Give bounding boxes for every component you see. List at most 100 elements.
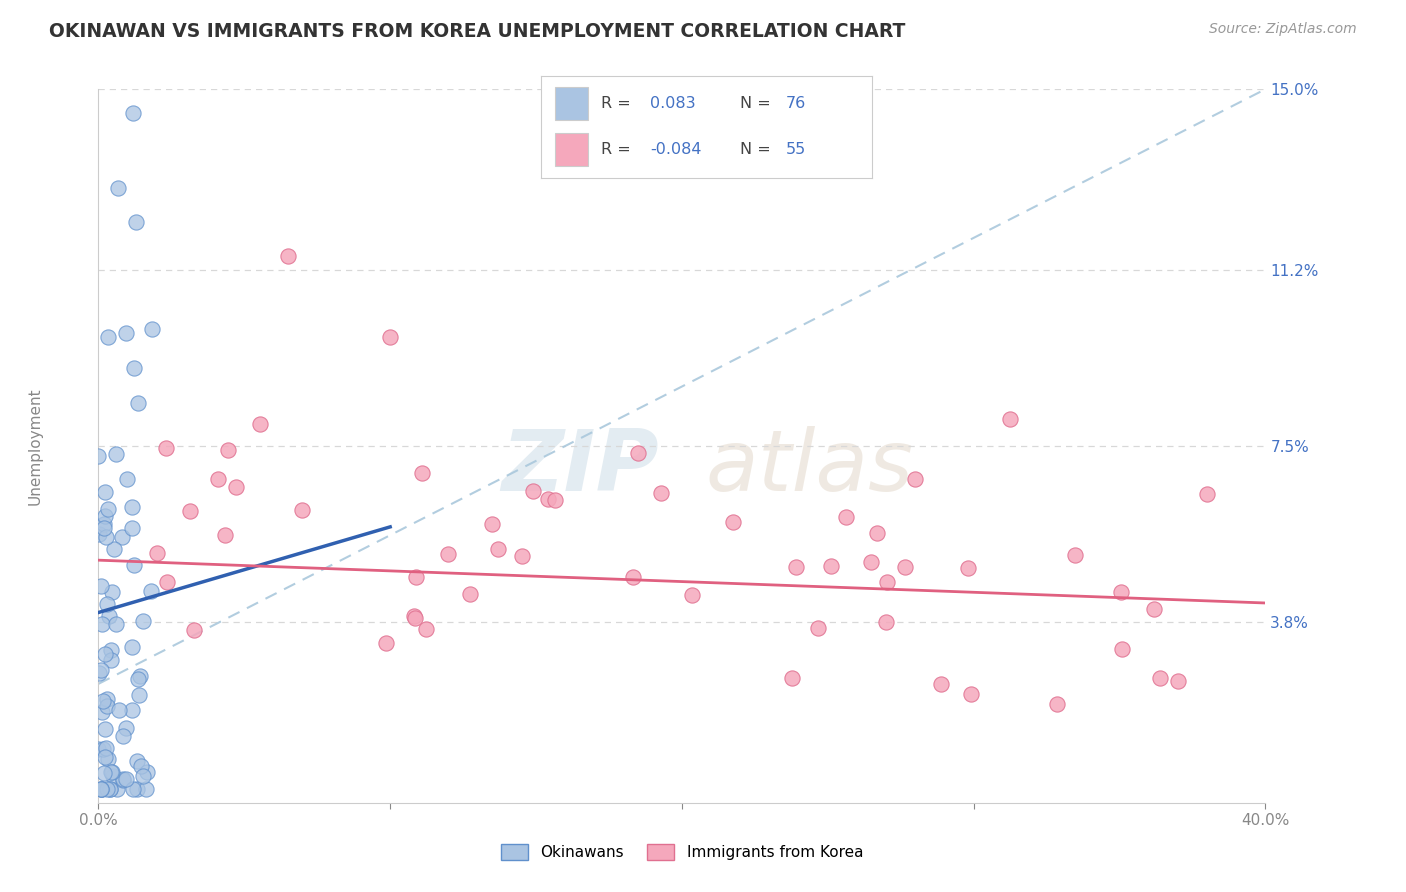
Point: [132, 614, 155, 628]
Point: [807, 621, 830, 635]
Point: [876, 575, 898, 590]
Text: N =: N =: [740, 142, 776, 157]
Point: [875, 615, 897, 629]
Text: R =: R =: [600, 96, 636, 111]
Point: [249, 417, 271, 431]
Point: [96, 698, 118, 713]
Point: [91, 616, 114, 631]
Point: [179, 504, 201, 518]
Point: [98, 781, 121, 796]
Point: [128, 688, 150, 702]
Text: N =: N =: [740, 96, 776, 111]
Point: [94, 647, 117, 661]
Point: [380, 329, 402, 343]
Point: [217, 443, 239, 458]
Point: [89, 665, 111, 680]
Point: [90, 781, 112, 796]
Point: [115, 772, 138, 786]
Point: [96, 781, 118, 796]
Point: [100, 764, 122, 779]
Point: [481, 517, 503, 532]
Point: [291, 503, 314, 517]
Point: [121, 781, 143, 796]
Point: [115, 326, 138, 340]
Point: [96, 597, 118, 611]
Point: [960, 687, 983, 701]
Point: [411, 466, 433, 480]
Point: [112, 772, 135, 786]
Point: [97, 330, 120, 344]
Point: [121, 640, 143, 654]
Point: [207, 472, 229, 486]
Point: [93, 693, 115, 707]
Point: [785, 559, 807, 574]
Point: [1000, 412, 1022, 426]
Point: [436, 547, 458, 561]
Point: [904, 472, 927, 486]
Point: [129, 759, 152, 773]
Point: [1109, 584, 1132, 599]
Point: [404, 610, 426, 624]
Point: [627, 446, 650, 460]
Point: [146, 546, 169, 560]
Text: 0.083: 0.083: [651, 96, 696, 111]
Point: [155, 441, 177, 455]
Point: [132, 769, 155, 783]
Point: [121, 521, 143, 535]
Point: [96, 692, 118, 706]
Point: [415, 623, 437, 637]
Point: [956, 560, 979, 574]
Point: [139, 584, 162, 599]
Point: [121, 703, 143, 717]
Point: [522, 483, 544, 498]
Point: [214, 528, 236, 542]
Point: [125, 781, 148, 796]
Legend: Okinawans, Immigrants from Korea: Okinawans, Immigrants from Korea: [495, 838, 869, 866]
Point: [127, 672, 149, 686]
Point: [125, 215, 148, 229]
Point: [141, 322, 163, 336]
Point: [93, 765, 115, 780]
Point: [780, 671, 803, 685]
Point: [97, 502, 120, 516]
Point: [111, 772, 134, 787]
Point: [101, 769, 124, 783]
Point: [374, 636, 396, 650]
Point: [94, 509, 117, 524]
Point: [1111, 641, 1133, 656]
Point: [135, 764, 157, 779]
Point: [127, 396, 149, 410]
Point: [681, 588, 703, 602]
Point: [87, 449, 110, 463]
Point: [402, 609, 425, 624]
Point: [108, 703, 131, 717]
Point: [115, 721, 138, 735]
Point: [89, 527, 111, 541]
Point: [866, 526, 889, 541]
Point: [98, 781, 121, 796]
Point: [91, 742, 114, 756]
Point: [90, 781, 112, 796]
Text: 55: 55: [786, 142, 806, 157]
Point: [104, 616, 127, 631]
Point: [650, 485, 672, 500]
Point: [100, 653, 122, 667]
Point: [105, 781, 128, 796]
Point: [820, 558, 842, 573]
Point: [1195, 486, 1218, 500]
Point: [486, 541, 509, 556]
Point: [544, 492, 567, 507]
Point: [107, 180, 129, 194]
Point: [1167, 674, 1189, 689]
Point: [111, 729, 134, 743]
Bar: [554, 87, 588, 120]
Point: [537, 492, 560, 507]
Point: [458, 587, 481, 601]
Point: [115, 472, 138, 486]
Point: [405, 570, 427, 584]
Point: [90, 579, 112, 593]
Text: -0.084: -0.084: [651, 142, 702, 157]
Point: [122, 558, 145, 572]
Point: [183, 623, 205, 637]
Point: [90, 781, 112, 796]
